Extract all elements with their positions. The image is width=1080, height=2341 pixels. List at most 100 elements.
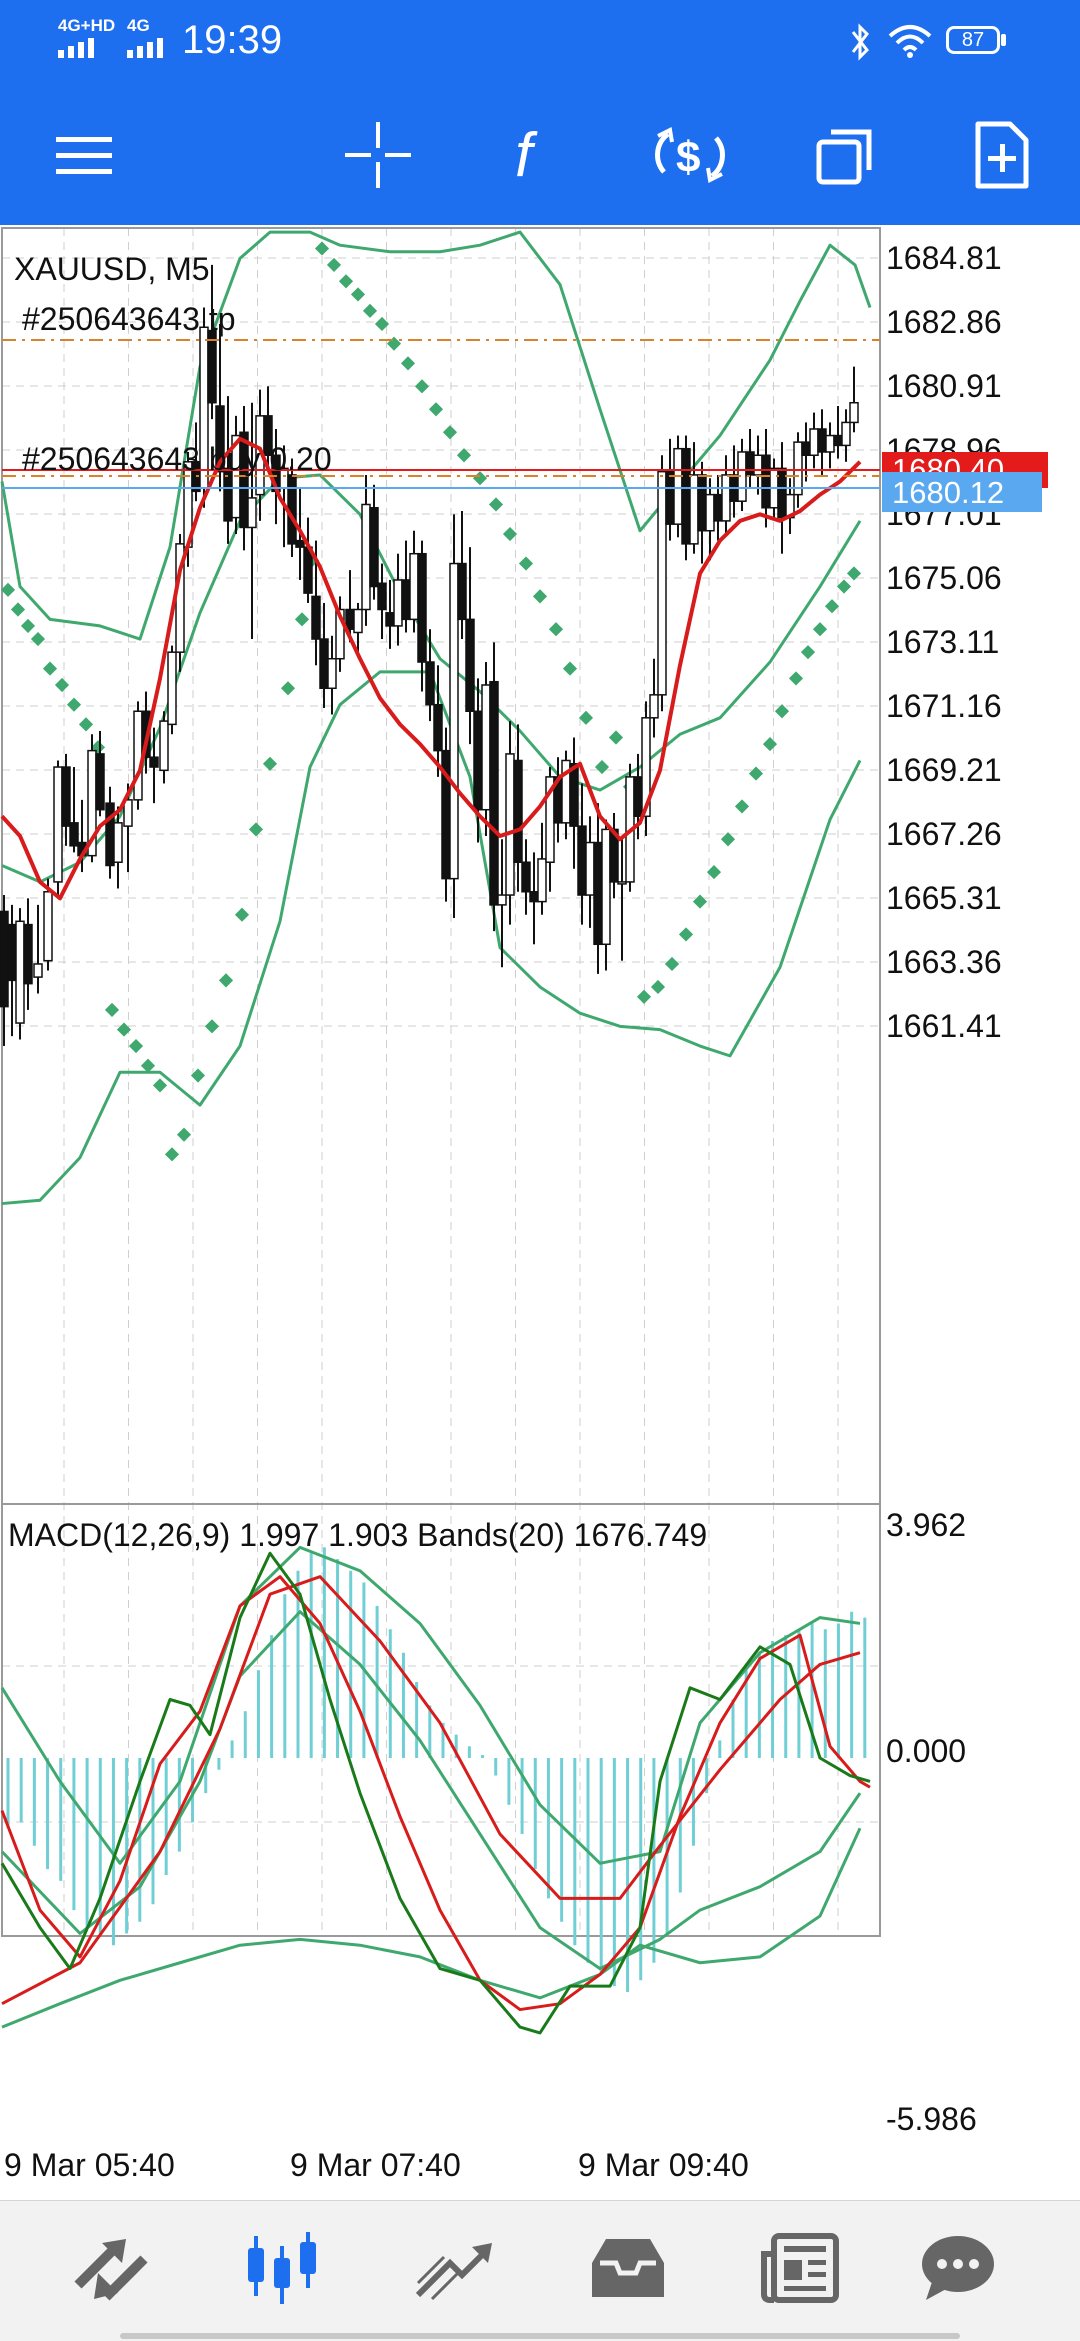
symbol-label: XAUUSD, M5 <box>14 251 210 287</box>
new-order-button[interactable] <box>942 85 1062 225</box>
candle-bear <box>633 776 643 818</box>
sar-dot <box>594 759 610 775</box>
menu-button[interactable] <box>24 85 144 225</box>
candle-bear <box>149 756 159 768</box>
sar-dot <box>362 303 378 318</box>
macd-tick-label: 0.000 <box>886 1733 966 1769</box>
candle-bear <box>833 434 843 447</box>
chart-canvas[interactable]: XAUUSD, M5 #250643643 tp #250643643 buy … <box>0 226 1080 2200</box>
quotes-icon <box>74 2239 148 2301</box>
candle-bull <box>133 710 143 801</box>
tp-order-label: #250643643 tp <box>22 301 236 337</box>
sar-dot <box>532 589 548 604</box>
sar-dot <box>720 832 736 847</box>
candle-bear <box>319 638 329 690</box>
candle-bull <box>497 894 507 906</box>
macd-panel-frame <box>1 1503 881 1937</box>
candle-bear <box>369 507 379 588</box>
news-icon <box>761 2233 839 2303</box>
macd-signal-line <box>1 1575 861 2006</box>
price-tick-label: 1669.21 <box>886 752 1002 788</box>
candle-bear <box>777 467 787 519</box>
nav-quotes[interactable] <box>52 2223 172 2313</box>
candle-bull <box>353 608 363 634</box>
main-panel-frame <box>1 227 881 1505</box>
messages-icon <box>922 2236 994 2300</box>
sar-dot <box>774 704 790 719</box>
buy-order-label: #250643643 buy 0.20 <box>22 441 332 477</box>
macd-label: MACD(12,26,9) 1.997 1.903 Bands(20) 1676… <box>8 1517 707 1553</box>
sar-dot <box>788 671 804 686</box>
bottom-navigation <box>0 2200 1080 2341</box>
candle-bear <box>577 825 587 896</box>
price-tick-label: 1673.11 <box>886 624 999 660</box>
time-tick-label: 9 Mar 09:40 <box>578 2147 749 2183</box>
macd-band-middle <box>0 1610 862 1971</box>
sar-dot <box>548 622 564 637</box>
time-tick-label: 9 Mar 05:40 <box>4 2147 175 2183</box>
candle-bear <box>665 470 675 525</box>
candle-bull <box>335 608 345 660</box>
candle-bear <box>713 493 723 522</box>
moving-average-line <box>0 436 862 901</box>
macd-histogram <box>6 1547 867 1992</box>
sar-dot <box>294 612 310 627</box>
indicators-button[interactable]: f <box>472 85 592 225</box>
candle-bear <box>697 474 707 532</box>
candle-bear <box>817 428 827 453</box>
candle-bear <box>473 710 483 811</box>
sar-dot <box>30 631 46 647</box>
candle-bear <box>489 680 499 906</box>
sar-dot <box>190 1068 206 1083</box>
candle-bear <box>385 612 395 627</box>
bluetooth-icon <box>851 23 869 61</box>
crosshair-button[interactable] <box>318 85 438 225</box>
chart-area[interactable]: XAUUSD, M5 #250643643 tp #250643643 buy … <box>0 226 1080 2200</box>
candle-bull <box>167 651 177 726</box>
candle-bull <box>505 753 515 896</box>
moving-average <box>0 436 862 901</box>
candle-bull <box>15 920 25 1024</box>
macd-axis: 3.962 0.000 -5.986 <box>886 1507 977 2137</box>
windows-button[interactable] <box>786 85 906 225</box>
price-tick-label: 1684.81 <box>886 240 1002 276</box>
time-tick-label: 9 Mar 07:40 <box>290 2147 461 2183</box>
sar-dot <box>0 582 16 597</box>
candle-bear <box>457 562 467 621</box>
candle-bull <box>585 841 595 896</box>
price-tick-label: 1682.86 <box>886 304 1002 340</box>
candle-bear <box>681 447 691 545</box>
nav-messages[interactable] <box>898 2223 1018 2313</box>
candle-bear <box>95 753 105 811</box>
candle-bear <box>61 766 71 827</box>
sar-dot <box>442 425 458 440</box>
sar-dot <box>692 894 708 909</box>
sar-dot <box>218 973 234 988</box>
candle-bull <box>113 822 123 863</box>
sar-dot <box>42 661 58 676</box>
candle-bear <box>465 618 475 713</box>
sar-dot <box>472 471 488 486</box>
sar-dot <box>164 1147 180 1162</box>
candle-bear <box>239 431 249 529</box>
candle-bear <box>345 608 355 630</box>
sar-dot <box>824 599 840 614</box>
trade-button[interactable]: $ <box>630 85 750 225</box>
sar-dot <box>518 556 534 571</box>
price-tick-label: 1675.06 <box>886 560 1002 596</box>
candle-bull <box>689 474 699 545</box>
sar-dot <box>734 799 750 814</box>
candle-bear <box>69 822 79 847</box>
candle-bear <box>401 579 411 621</box>
nav-chart[interactable] <box>222 2223 342 2313</box>
nav-news[interactable] <box>740 2223 860 2313</box>
nav-history[interactable] <box>568 2223 688 2313</box>
sar-dot <box>176 1127 192 1142</box>
sar-dot <box>116 1022 132 1037</box>
macd-lines <box>0 1545 871 2035</box>
candle-bull <box>601 828 611 946</box>
price-tick-label: 1680.91 <box>886 368 1002 404</box>
nav-trade[interactable] <box>396 2223 516 2313</box>
sar-dot <box>374 316 390 332</box>
sar-dot <box>66 697 82 712</box>
